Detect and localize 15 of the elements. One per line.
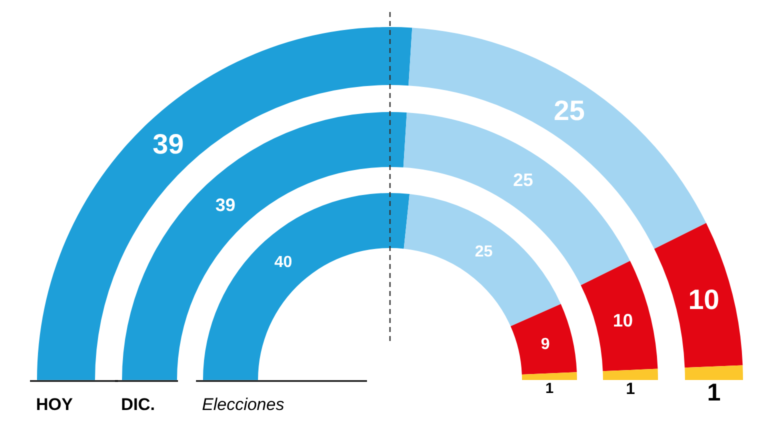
- data-label: 25: [474, 244, 493, 261]
- slice-label: HOY: [36, 395, 74, 414]
- data-label: 10: [688, 284, 720, 316]
- slice-label: DIC.: [121, 395, 155, 414]
- data-label: 1: [545, 380, 554, 397]
- data-label: 10: [612, 310, 633, 330]
- data-label: 40: [274, 254, 292, 272]
- data-label: 39: [215, 194, 236, 215]
- data-label: 9: [540, 336, 550, 354]
- data-label: 39: [152, 128, 184, 160]
- slice-label: Elecciones: [202, 395, 285, 414]
- data-label: 25: [554, 94, 585, 126]
- data-label: 25: [513, 170, 534, 190]
- data-label: 1: [707, 380, 721, 407]
- data-label: 1: [626, 380, 636, 398]
